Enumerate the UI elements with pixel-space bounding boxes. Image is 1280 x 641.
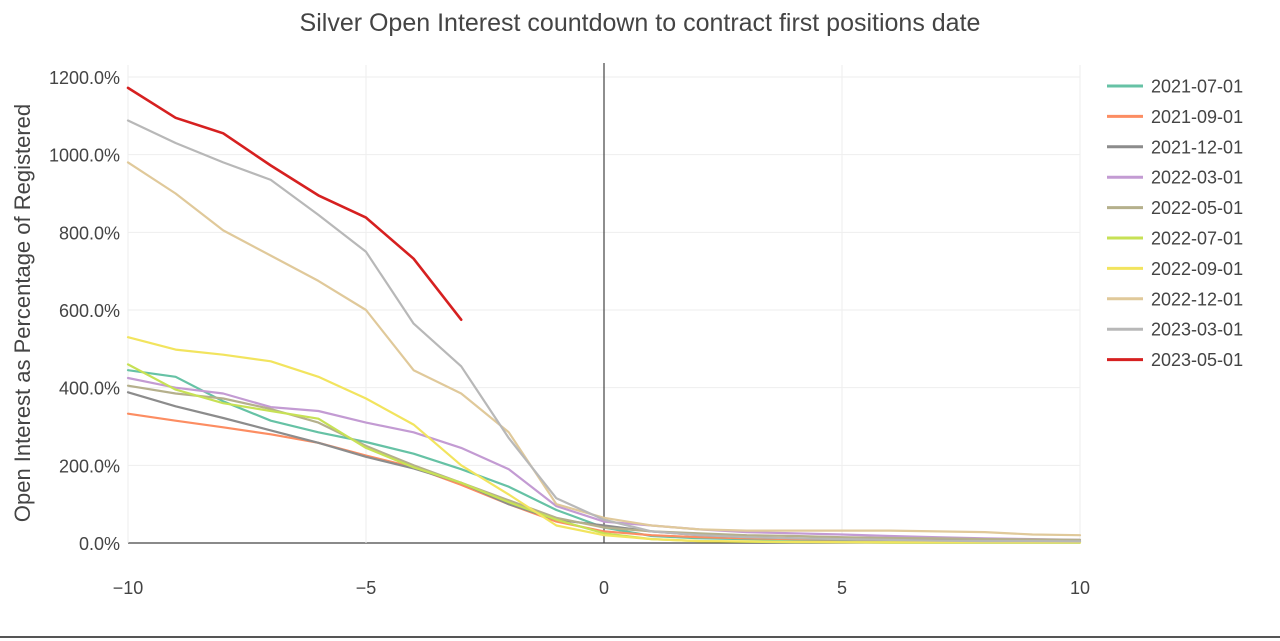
legend-label: 2021-09-01 [1151, 107, 1243, 127]
series-line-2023-03-01 [126, 119, 1082, 543]
legend-item-2022-05-01[interactable]: 2022-05-01 [1107, 198, 1243, 218]
y-tick-label: 1000.0% [49, 146, 120, 166]
legend-item-2022-07-01[interactable]: 2022-07-01 [1107, 229, 1243, 249]
legend-label: 2022-09-01 [1151, 259, 1243, 279]
y-tick-label: 200.0% [59, 456, 120, 476]
legend-label: 2021-07-01 [1151, 77, 1243, 97]
axes: 0.0% 200.0% 400.0% 600.0% 800.0% 1000.0% 1200.… [49, 63, 1090, 598]
legend-item-2021-07-01[interactable]: 2021-07-01 [1107, 77, 1243, 97]
legend-label: 2022-07-01 [1151, 229, 1243, 249]
series-line-2022-03-01 [126, 376, 1082, 542]
x-tick-label: −10 [113, 578, 144, 598]
x-tick-label: −5 [356, 578, 377, 598]
series-line-2022-12-01 [126, 161, 1082, 537]
bottom-divider [0, 636, 1280, 638]
y-tick-label: 0.0% [79, 534, 120, 554]
x-tick-label: 0 [599, 578, 609, 598]
y-tick-label: 1200.0% [49, 68, 120, 88]
y-tick-label: 600.0% [59, 301, 120, 321]
x-tick-label: 5 [837, 578, 847, 598]
legend-item-2022-12-01[interactable]: 2022-12-01 [1107, 289, 1243, 309]
legend-item-2022-03-01[interactable]: 2022-03-01 [1107, 168, 1243, 188]
legend-item-2021-09-01[interactable]: 2021-09-01 [1107, 107, 1243, 127]
legend-label: 2023-05-01 [1151, 350, 1243, 370]
chart-title: Silver Open Interest countdown to contra… [300, 9, 981, 37]
legend-item-2023-05-01[interactable]: 2023-05-01 [1107, 350, 1243, 370]
y-axis-label: Open Interest as Percentage of Registere… [10, 104, 35, 522]
series-line-2022-09-01 [126, 336, 1082, 544]
series-lines [126, 86, 1082, 544]
legend-label: 2022-03-01 [1151, 168, 1243, 188]
series-line-2023-05-01 [126, 86, 463, 322]
legend-label: 2022-12-01 [1151, 289, 1243, 309]
legend-item-2023-03-01[interactable]: 2023-03-01 [1107, 320, 1243, 340]
y-tick-label: 400.0% [59, 379, 120, 399]
legend-item-2022-09-01[interactable]: 2022-09-01 [1107, 259, 1243, 279]
legend-label: 2021-12-01 [1151, 137, 1243, 157]
legend-label: 2022-05-01 [1151, 198, 1243, 218]
legend-item-2021-12-01[interactable]: 2021-12-01 [1107, 137, 1243, 157]
x-tick-label: 10 [1070, 578, 1090, 598]
legend[interactable]: 2021-07-01 2021-09-01 2021-12-01 2022-03-01… [1107, 77, 1243, 371]
legend-label: 2023-03-01 [1151, 320, 1243, 340]
y-tick-label: 800.0% [59, 223, 120, 243]
